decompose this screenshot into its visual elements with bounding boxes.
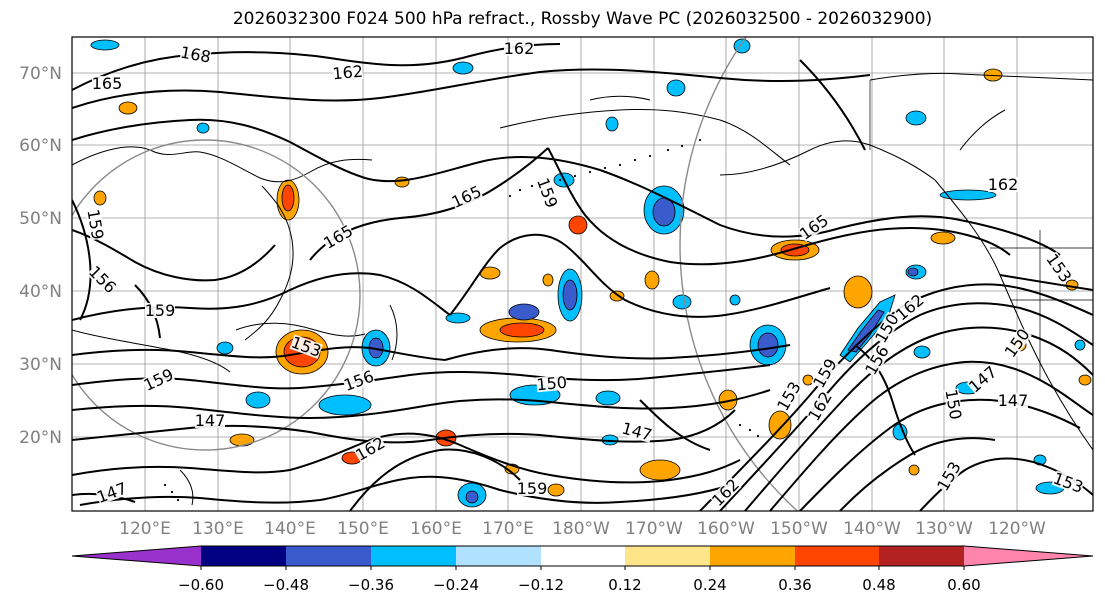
svg-text:147: 147 [998,391,1029,410]
lon-tick-label: 160°E [410,519,462,539]
height-contours [72,43,1093,511]
contour-label: 150 [536,373,568,395]
lon-tick-label: 180°W [552,519,610,539]
colorbar-tick-label: −0.60 [178,576,224,594]
colorbar-tick-label: 0.12 [608,576,641,594]
lat-tick-label: 20°N [19,428,62,448]
lon-tick-label: 170°E [482,519,534,539]
lon-tick-label: 140°E [264,519,316,539]
colorbar-tick-label: −0.24 [433,576,479,594]
map-frame [71,36,1094,512]
lat-tick-label: 70°N [19,64,62,84]
lat-tick-label: 50°N [19,209,62,229]
lon-tick-label: 140°W [843,519,901,539]
colorbar-tick-labels: −0.60 −0.48 −0.36 −0.24 −0.12 0.12 0.24 0.36 0.4… [178,566,981,594]
colorbar-segment [795,546,879,566]
colorbar [71,545,1094,567]
contour-label: 147 [998,391,1029,410]
gridlines [72,37,1093,511]
lat-tick-label: 40°N [19,282,62,302]
colorbar-tick-label: 0.36 [778,576,811,594]
longitude-labels: 120°E 130°E 140°E 150°E 160°E 170°E 180°W 170°W… [119,519,1046,539]
lon-tick-label: 150°W [770,519,828,539]
svg-text:162: 162 [332,62,364,84]
colorbar-segment [879,546,964,566]
colorbar-segment [456,546,541,566]
colorbar-segment [371,546,456,566]
svg-text:162: 162 [988,175,1019,194]
colorbar-segment [710,546,795,566]
lon-tick-label: 130°W [915,519,973,539]
colorbar-tick-label: 0.60 [947,576,980,594]
lon-tick-label: 120°E [119,519,171,539]
colorbar-segment [541,546,625,566]
contour-label: 147 [195,411,226,430]
lon-tick-label: 170°W [625,519,683,539]
contour-label: 162 [504,39,535,58]
colorbar-tick-label: −0.36 [348,576,394,594]
lon-tick-label: 150°E [337,519,389,539]
lat-tick-label: 60°N [19,136,62,156]
borders [869,80,1093,380]
svg-text:165: 165 [92,74,123,93]
great-circle-west [72,139,361,451]
map-title: 2026032300 F024 500 hPa refract., Rossby… [232,9,933,29]
colorbar-segment [286,546,371,566]
contour-label: 159 [145,301,176,320]
colorbar-extend-high [964,546,1093,566]
lon-tick-label: 120°W [988,519,1046,539]
svg-text:147: 147 [195,411,226,430]
colorbar-tick-label: 0.24 [693,576,726,594]
svg-text:162: 162 [504,39,535,58]
great-circle-east [679,37,799,511]
colorbar-extend-low [72,546,201,566]
lon-tick-label: 160°W [697,519,755,539]
latitude-labels: 70°N 60°N 50°N 40°N 30°N 20°N [19,64,62,448]
contour-label: 159 [517,479,548,498]
colorbar-tick-label: −0.48 [263,576,309,594]
contour-label: 162 [332,62,364,84]
contour-label: 162 [988,175,1019,194]
shaded-patches [90,38,1092,508]
colorbar-tick-label: −0.12 [518,576,564,594]
colorbar-tick-label: 0.48 [862,576,895,594]
contour-label: 150 [941,388,965,421]
colorbar-segment [625,546,710,566]
contour-label: 165 [92,74,123,93]
svg-text:159: 159 [145,301,176,320]
svg-text:159: 159 [517,479,548,498]
colorbar-segment [201,546,286,566]
lat-tick-label: 30°N [19,355,62,375]
lon-tick-label: 130°E [192,519,244,539]
svg-text:150: 150 [536,373,568,395]
